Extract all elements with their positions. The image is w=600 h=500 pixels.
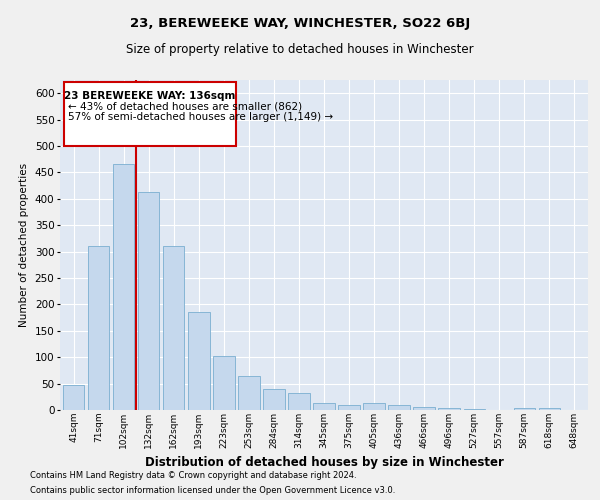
Text: 23, BEREWEEKE WAY, WINCHESTER, SO22 6BJ: 23, BEREWEEKE WAY, WINCHESTER, SO22 6BJ (130, 18, 470, 30)
Bar (88, 246, 109, 410)
Bar (388, 404, 410, 410)
Text: Contains HM Land Registry data © Crown copyright and database right 2024.: Contains HM Land Registry data © Crown c… (30, 471, 356, 480)
Bar (138, 192, 160, 410)
Bar (263, 389, 284, 410)
Bar (63, 385, 85, 410)
Bar (163, 246, 184, 410)
Bar (238, 376, 260, 410)
Bar (188, 312, 209, 410)
Text: 57% of semi-detached houses are larger (1,149) →: 57% of semi-detached houses are larger (… (68, 112, 332, 122)
Bar (338, 404, 359, 410)
Text: Contains public sector information licensed under the Open Government Licence v3: Contains public sector information licen… (30, 486, 395, 495)
Text: 23 BEREWEEKE WAY: 136sqm: 23 BEREWEEKE WAY: 136sqm (64, 90, 236, 101)
Text: ← 43% of detached houses are smaller (862): ← 43% of detached houses are smaller (86… (68, 102, 302, 112)
Bar (413, 408, 435, 410)
Bar (439, 408, 460, 410)
FancyBboxPatch shape (64, 82, 236, 146)
Bar (364, 403, 385, 410)
Bar (313, 402, 335, 410)
Bar (514, 408, 535, 410)
Text: Size of property relative to detached houses in Winchester: Size of property relative to detached ho… (126, 42, 474, 56)
Bar (213, 356, 235, 410)
X-axis label: Distribution of detached houses by size in Winchester: Distribution of detached houses by size … (145, 456, 503, 469)
Bar (113, 164, 134, 410)
Bar (289, 393, 310, 410)
Bar (539, 408, 560, 410)
Y-axis label: Number of detached properties: Number of detached properties (19, 163, 29, 327)
